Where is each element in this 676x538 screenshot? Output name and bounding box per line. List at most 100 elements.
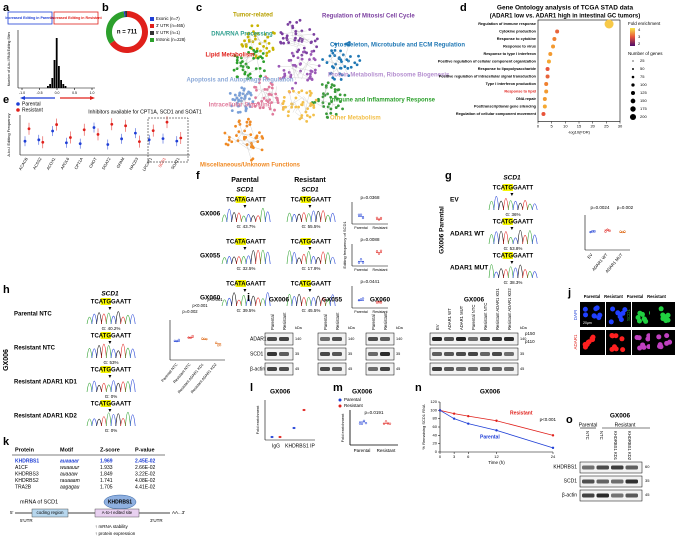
label: 1.0 [90,91,95,95]
node [240,86,244,90]
label: CROT [88,156,98,169]
label: ACOX1 [45,156,56,171]
size-key [631,83,635,87]
bubble [545,67,550,71]
trace [507,200,514,211]
label: Resistant [377,448,397,453]
node [353,61,357,65]
label: Resistant [647,294,666,299]
trace [115,382,122,393]
band [279,337,289,341]
arrow-marker [243,205,247,208]
label: Intracellular Signaling [209,103,272,109]
node [344,42,348,46]
point [270,435,274,439]
label: 175 [640,106,647,111]
node [267,49,271,53]
arrow-marker [243,247,247,250]
node [347,43,351,47]
edge [224,132,251,151]
node [258,75,262,78]
node [334,106,338,109]
node [305,51,308,55]
panel-letter: h [3,284,10,296]
highlight [300,196,311,203]
node [312,113,315,117]
node [310,40,313,44]
label: 4.41E-02 [135,484,156,490]
node [286,22,290,26]
point [147,138,151,142]
node [263,39,267,43]
label: Other Metabolism [330,116,381,122]
node [332,84,336,88]
label: kDa [396,326,404,330]
trace [240,256,247,265]
label: Regulation of immune response [478,22,536,26]
label: Resistant [282,312,287,330]
point [191,334,194,338]
node [310,77,314,81]
arrow-marker [510,261,514,264]
label: p<0.001 [207,297,223,302]
trace [101,382,107,393]
label: 3 [453,454,456,459]
label: NTC [585,431,590,440]
node [258,77,262,81]
node [238,110,242,114]
node [258,66,262,70]
node [294,105,298,109]
node [244,105,248,108]
node [308,115,312,119]
trace [110,414,117,427]
band [279,367,289,371]
edge [234,93,247,110]
node [320,83,324,86]
label: 25 [640,58,645,63]
highlight [100,366,111,373]
label: GX006 [3,349,10,371]
panel-letter: g [445,170,452,182]
trace [105,412,112,427]
node [271,31,275,34]
node [287,41,290,44]
band [504,352,514,356]
point [201,337,204,340]
hist-bar [49,84,51,88]
trace [250,295,257,307]
highlight [502,252,513,259]
point [375,250,379,253]
label: GX060 [370,297,391,304]
band [456,367,466,371]
label: Apoptosis and Autophagy Regulation [186,78,293,84]
label: auaaaw [60,471,78,477]
legend-dot [16,108,20,112]
node [308,94,312,97]
band [380,352,390,356]
node [263,87,267,91]
node [258,81,261,85]
node [281,107,285,111]
label: n = 711 [117,30,138,36]
node [326,81,330,85]
trace [96,418,102,427]
hist-bar [51,78,54,88]
label: SCD1 [564,478,578,484]
edge [238,131,256,140]
point [604,230,607,233]
label: 140 [348,337,354,341]
node [255,47,259,51]
bubble [542,104,547,109]
trace [236,256,242,265]
trace [250,215,257,223]
edge [283,97,303,110]
sequence: TCATAGAATT [226,240,266,246]
colorbar [630,28,635,46]
node [255,134,259,138]
band [444,352,454,356]
node [235,61,239,65]
node [250,158,253,162]
node [246,74,250,77]
panel-letter: m [333,382,343,394]
edge [244,136,262,145]
